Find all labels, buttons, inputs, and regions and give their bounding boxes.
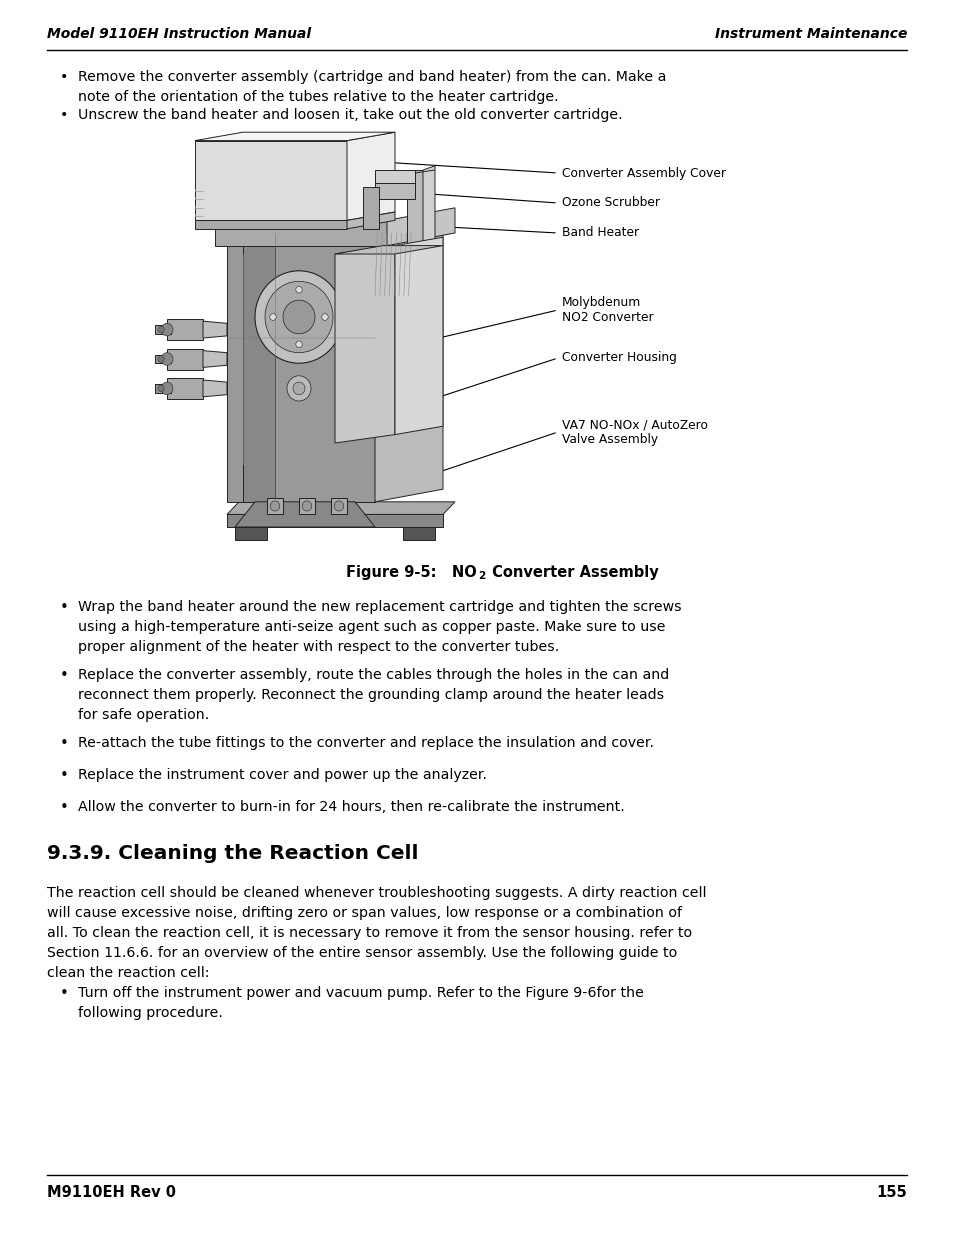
Text: 2: 2 [477, 571, 485, 580]
Circle shape [295, 287, 302, 293]
Polygon shape [407, 170, 422, 338]
Polygon shape [227, 220, 442, 233]
Polygon shape [234, 501, 375, 527]
Polygon shape [227, 501, 455, 515]
Polygon shape [402, 527, 435, 540]
Polygon shape [154, 325, 171, 333]
Polygon shape [375, 220, 442, 501]
Polygon shape [335, 246, 395, 443]
Circle shape [157, 326, 164, 333]
Circle shape [270, 501, 279, 511]
Text: Converter Housing: Converter Housing [561, 352, 677, 364]
Circle shape [157, 356, 164, 362]
Text: 155: 155 [876, 1186, 906, 1200]
Text: •: • [60, 70, 69, 84]
Circle shape [287, 375, 311, 401]
Polygon shape [167, 348, 203, 369]
Polygon shape [154, 354, 171, 363]
Polygon shape [347, 212, 395, 228]
Circle shape [270, 314, 276, 320]
Circle shape [334, 501, 343, 511]
Text: Turn off the instrument power and vacuum pump. Refer to the Figure 9-6for the
fo: Turn off the instrument power and vacuum… [78, 986, 643, 1020]
Text: Re-attach the tube fittings to the converter and replace the insulation and cove: Re-attach the tube fittings to the conve… [78, 736, 654, 750]
Text: Replace the converter assembly, route the cables through the holes in the can an: Replace the converter assembly, route th… [78, 668, 669, 722]
Polygon shape [387, 207, 455, 246]
Polygon shape [154, 384, 171, 393]
Polygon shape [227, 515, 442, 527]
Circle shape [295, 341, 302, 348]
Polygon shape [167, 319, 203, 340]
Polygon shape [298, 498, 314, 515]
Circle shape [293, 382, 305, 395]
Circle shape [302, 501, 312, 511]
Polygon shape [167, 378, 203, 399]
Polygon shape [214, 220, 387, 246]
Polygon shape [375, 183, 415, 199]
Polygon shape [203, 321, 227, 338]
Polygon shape [422, 165, 435, 333]
Polygon shape [203, 351, 227, 367]
Polygon shape [194, 141, 347, 220]
Text: Replace the instrument cover and power up the analyzer.: Replace the instrument cover and power u… [78, 768, 486, 782]
Polygon shape [203, 380, 227, 396]
Text: Converter Assembly: Converter Assembly [486, 566, 659, 580]
Text: Wrap the band heater around the new replacement cartridge and tighten the screws: Wrap the band heater around the new repl… [78, 600, 680, 655]
Polygon shape [347, 132, 395, 220]
Circle shape [283, 300, 314, 333]
Polygon shape [234, 527, 267, 540]
Text: Molybdenum
NO2 Converter: Molybdenum NO2 Converter [561, 296, 653, 324]
Text: Ozone Scrubber: Ozone Scrubber [561, 196, 659, 210]
Polygon shape [363, 186, 378, 228]
Circle shape [321, 314, 328, 320]
Polygon shape [407, 170, 435, 174]
Text: Allow the converter to burn-in for 24 hours, then re-calibrate the instrument.: Allow the converter to burn-in for 24 ho… [78, 800, 624, 814]
Polygon shape [267, 498, 283, 515]
Circle shape [254, 270, 343, 363]
Text: •: • [60, 736, 69, 751]
Text: •: • [60, 107, 69, 122]
Circle shape [157, 385, 164, 391]
Text: •: • [60, 768, 69, 783]
Polygon shape [335, 246, 442, 254]
Text: •: • [60, 668, 69, 683]
Circle shape [265, 282, 333, 353]
Text: •: • [60, 600, 69, 615]
Circle shape [161, 353, 172, 366]
Text: The reaction cell should be cleaned whenever troubleshooting suggests. A dirty r: The reaction cell should be cleaned when… [47, 885, 706, 981]
Text: 9.3.9. Cleaning the Reaction Cell: 9.3.9. Cleaning the Reaction Cell [47, 844, 418, 863]
Text: VA7 NO-NOx / AutoZero
Valve Assembly: VA7 NO-NOx / AutoZero Valve Assembly [561, 417, 707, 446]
Polygon shape [227, 233, 375, 501]
Text: Instrument Maintenance: Instrument Maintenance [714, 27, 906, 41]
Text: Remove the converter assembly (cartridge and band heater) from the can. Make a
n: Remove the converter assembly (cartridge… [78, 70, 666, 104]
Polygon shape [194, 132, 395, 141]
Polygon shape [194, 220, 347, 228]
Text: Model 9110EH Instruction Manual: Model 9110EH Instruction Manual [47, 27, 311, 41]
Polygon shape [243, 233, 274, 501]
Text: Converter Assembly Cover: Converter Assembly Cover [561, 167, 725, 179]
Circle shape [161, 324, 172, 336]
Text: •: • [60, 986, 69, 1002]
Circle shape [161, 382, 172, 395]
Polygon shape [331, 498, 347, 515]
Text: Unscrew the band heater and loosen it, take out the old converter cartridge.: Unscrew the band heater and loosen it, t… [78, 107, 622, 122]
Text: Figure 9-5:   NO: Figure 9-5: NO [346, 566, 476, 580]
Polygon shape [375, 170, 415, 183]
Text: •: • [60, 800, 69, 815]
Text: M9110EH Rev 0: M9110EH Rev 0 [47, 1186, 175, 1200]
Polygon shape [395, 237, 442, 435]
Text: Band Heater: Band Heater [561, 226, 639, 240]
